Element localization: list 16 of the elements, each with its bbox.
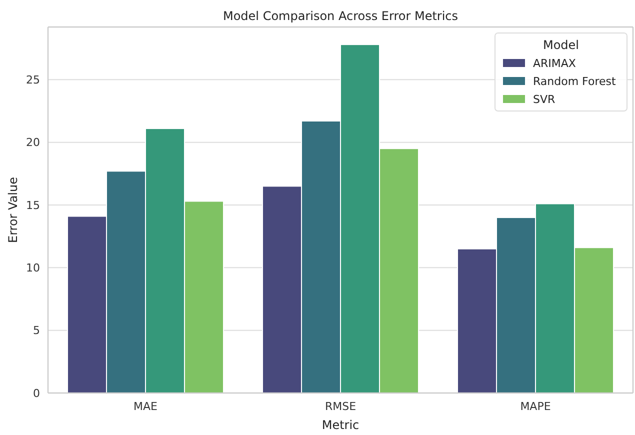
y-tick-label: 0 (33, 386, 40, 400)
y-tick-label: 25 (26, 73, 40, 86)
y-tick-label: 20 (26, 136, 40, 150)
x-tick-label: RMSE (324, 400, 356, 413)
chart-title: Model Comparison Across Error Metrics (222, 9, 458, 23)
legend-label: Random Forest (533, 74, 616, 88)
legend-label: ARIMAX (533, 56, 576, 70)
legend-title: Model (542, 38, 580, 52)
legend-label: SVR (533, 92, 556, 106)
y-tick-label: 5 (33, 324, 40, 338)
x-tick-label: MAE (134, 400, 158, 413)
x-axis-title: Metric (322, 418, 360, 432)
y-tick-label: 15 (26, 198, 40, 212)
y-axis-title: Error Value (6, 176, 20, 244)
y-tick-label: 10 (26, 262, 40, 275)
x-tick-label: MAPE (520, 400, 551, 413)
